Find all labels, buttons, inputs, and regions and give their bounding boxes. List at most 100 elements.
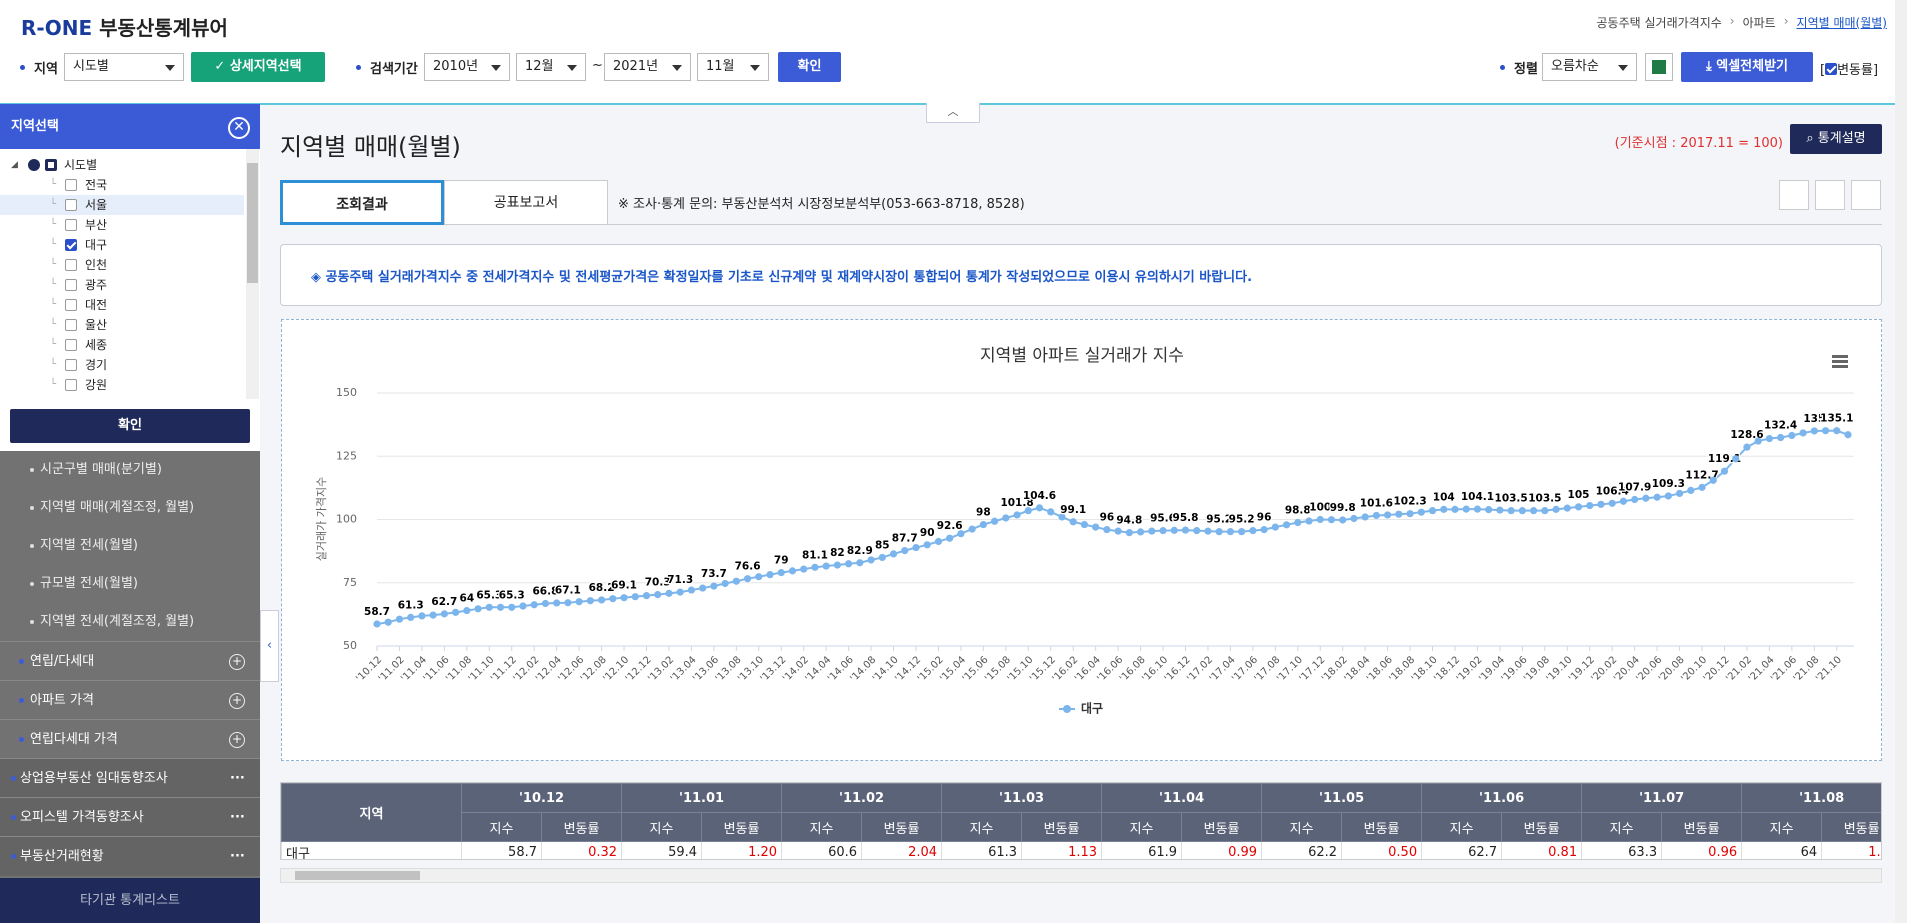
region-label[interactable]: 인천 [85,258,108,272]
submenu-label[interactable]: 지역별 매매(계절조정, 월별) [40,500,195,515]
button-text[interactable]: 엑셀전체받기 [1716,59,1789,74]
checkbox[interactable] [65,239,77,251]
tree-item[interactable]: └ 인천 [0,255,244,275]
region-label[interactable]: 경기 [85,358,108,372]
change-rate-toggle[interactable]: [변동률] [1820,63,1879,78]
region-label[interactable]: 강원 [85,378,108,392]
region-label[interactable]: 전국 [85,178,108,192]
checkbox[interactable] [65,279,77,291]
expand-button[interactable]: + [229,732,245,748]
submenu-label[interactable]: 지역별 전세(월별) [40,538,138,553]
tree-item[interactable]: └ 광주 [0,275,244,295]
section-label[interactable]: 오피스텔 가격동향조사 [20,810,144,825]
region-select[interactable]: 시도별 [64,53,184,81]
confirm-button[interactable]: 확인 [10,409,250,443]
checkbox[interactable] [65,359,77,371]
scatter-view-button[interactable] [1779,180,1809,210]
region-label[interactable]: 서울 [85,198,108,212]
region-label[interactable]: 광주 [85,278,108,292]
menu-group[interactable]: 연립다세대 가격 + [0,719,260,759]
stat-info-button[interactable]: ⌕ 통계설명 [1790,124,1882,154]
tree-item[interactable]: └ 울산 [0,315,244,335]
submenu-item[interactable]: 규모별 전세(월별) [0,565,260,603]
section-label[interactable]: 부동산거래현황 [20,849,104,864]
detail-region-button[interactable]: ✓ 상세지역선택 [191,52,325,82]
tree-item[interactable]: └ 전국 [0,175,244,195]
button-text[interactable]: 상세지역선택 [229,59,302,74]
tree-item[interactable]: └ 대전 [0,295,244,315]
chart-menu[interactable] [1832,355,1848,368]
menu-section[interactable]: 상업용부동산 임대동향조사 ··· [0,758,260,798]
region-label[interactable]: 대구 [85,238,108,252]
end-month-select[interactable]: 11월 [697,53,769,81]
checkbox-label[interactable]: 변동률 [1837,63,1873,78]
tree-root-label[interactable]: 시도별 [64,158,98,172]
more-button[interactable]: ··· [230,810,245,825]
logo[interactable]: R-ONE [21,16,93,40]
tree-item[interactable]: └ 강원 [0,375,244,395]
submenu-item[interactable]: 지역별 매매(계절조정, 월별) [0,489,260,527]
expand-button[interactable]: + [229,654,245,670]
bar-view-button[interactable] [1815,180,1845,210]
close-button[interactable]: ✕ [228,117,250,139]
submenu-label[interactable]: 규모별 전세(월별) [40,576,138,591]
checkbox[interactable] [65,299,77,311]
checkbox[interactable] [65,219,77,231]
checkbox[interactable] [65,259,77,271]
app-name[interactable]: 부동산통계뷰어 [99,16,228,40]
excel-icon-button[interactable] [1645,53,1673,81]
checkbox[interactable] [65,319,77,331]
submenu-item[interactable]: 지역별 전세(계절조정, 월별) [0,603,260,641]
page-scrollbar[interactable] [1895,0,1907,923]
sidebar-toggle[interactable]: ‹ [260,610,279,682]
region-label[interactable]: 대전 [85,298,108,312]
group-label[interactable]: 아파트 가격 [30,693,94,708]
region-label[interactable]: 울산 [85,318,108,332]
checkbox[interactable] [65,199,77,211]
region-label[interactable]: 부산 [85,218,108,232]
more-button[interactable]: ··· [230,771,245,786]
table-scrollbar[interactable] [280,868,1882,883]
scroll-thumb[interactable] [247,163,258,283]
submenu-item[interactable]: 시군구별 매매(분기별) [0,451,260,489]
breadcrumb-item[interactable]: 아파트 [1742,16,1776,30]
menu-section[interactable]: 부동산거래현황 ··· [0,836,260,876]
end-year-select[interactable]: 2021년 [604,53,691,81]
breadcrumb-item[interactable]: 지역별 매매(월별) [1796,16,1887,30]
menu-section[interactable]: 오피스텔 가격동향조사 ··· [0,797,260,837]
submenu-label[interactable]: 시군구별 매매(분기별) [40,462,162,477]
checkbox[interactable] [1825,63,1838,75]
submenu-label[interactable]: 지역별 전세(계절조정, 월별) [40,614,195,629]
logo-area[interactable]: R-ONE 부동산통계뷰어 [21,12,228,41]
button-text[interactable]: 통계설명 [1817,131,1866,146]
tree-item[interactable]: └ 서울 [0,195,244,215]
expand-button[interactable]: + [229,693,245,709]
start-year-select[interactable]: 2010년 [424,53,510,81]
more-button[interactable]: ··· [230,849,245,864]
region-label[interactable]: 세종 [85,338,108,352]
section-label[interactable]: 상업용부동산 임대동향조사 [20,771,168,786]
checkbox[interactable] [65,179,77,191]
menu-group[interactable]: 연립/다세대 + [0,641,260,681]
breadcrumb-item[interactable]: 공동주택 실거래가격지수 [1596,16,1722,30]
scrollbar[interactable] [246,149,259,399]
checkbox[interactable] [65,339,77,351]
reset-view-button[interactable] [1851,180,1881,210]
tree-item[interactable]: └ 대구 [0,235,244,255]
footer-link[interactable]: 타기관 통계리스트 [0,878,260,923]
root-checkbox[interactable] [45,159,57,171]
checkbox[interactable] [65,379,77,391]
tree-item[interactable]: └ 경기 [0,355,244,375]
menu-group[interactable]: 아파트 가격 + [0,680,260,720]
collapse-box[interactable] [28,159,40,171]
group-label[interactable]: 연립/다세대 [30,654,95,669]
start-month-select[interactable]: 12월 [516,53,586,81]
sort-select[interactable]: 오름차순 [1542,53,1637,81]
tab[interactable]: 공표보고서 [444,180,608,225]
group-label[interactable]: 연립다세대 가격 [30,732,118,747]
tree-item[interactable]: └ 세종 [0,335,244,355]
tab-active[interactable]: 조회결과 [280,180,444,225]
header-collapse[interactable]: ︿ [926,103,980,123]
excel-download-button[interactable]: ⤓ 엑셀전체받기 [1681,52,1813,82]
tree-item[interactable]: └ 부산 [0,215,244,235]
